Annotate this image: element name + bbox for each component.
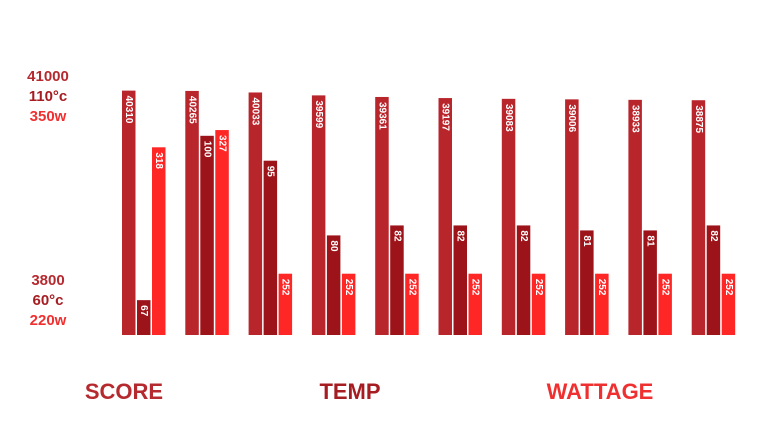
- bar: [691, 100, 706, 336]
- value-label: 82: [708, 230, 719, 242]
- bar: [628, 99, 642, 335]
- y-tick-label: 350w: [30, 108, 67, 125]
- value-label: 39599: [313, 100, 324, 128]
- bar: [137, 300, 151, 335]
- value-label: 81: [645, 235, 656, 247]
- bar: [152, 147, 166, 335]
- y-tick-label: 3800: [31, 272, 64, 289]
- bar: [658, 273, 672, 335]
- value-label: 38933: [630, 105, 641, 133]
- value-label: 39006: [566, 104, 577, 132]
- bar: [453, 225, 467, 335]
- value-label: 327: [216, 135, 227, 152]
- bar: [185, 90, 199, 335]
- bar: [311, 95, 326, 336]
- value-label: 67: [138, 305, 149, 317]
- value-label: 252: [723, 279, 734, 296]
- bar: [390, 225, 404, 335]
- y-tick-label: 220w: [30, 312, 67, 329]
- bar: [595, 273, 609, 335]
- value-label: 252: [280, 279, 291, 296]
- bar: [341, 273, 356, 335]
- bar: [326, 235, 341, 335]
- value-label: 40265: [186, 96, 197, 124]
- bar: [531, 273, 546, 335]
- bar: [438, 98, 452, 335]
- bar: [405, 273, 419, 335]
- bar: [501, 98, 516, 335]
- value-label: 252: [660, 279, 671, 296]
- bar: [468, 273, 482, 335]
- value-label: 252: [533, 279, 544, 296]
- bar: [580, 230, 594, 335]
- legend-label: TEMP: [319, 379, 380, 404]
- value-label: 82: [455, 230, 466, 242]
- bar: [248, 92, 263, 336]
- y-tick-label: 60°c: [32, 292, 63, 309]
- bar: [643, 230, 657, 335]
- bar: [565, 99, 579, 335]
- value-label: 39197: [440, 103, 451, 131]
- value-label: 252: [596, 279, 607, 296]
- value-label: 39361: [376, 102, 387, 130]
- bar: [721, 273, 736, 335]
- legend-label: WATTAGE: [547, 379, 654, 404]
- value-label: 81: [581, 235, 592, 247]
- bar: [278, 273, 293, 335]
- bar: [215, 130, 229, 335]
- value-label: 100: [201, 141, 212, 158]
- value-label: 95: [265, 166, 276, 178]
- bar: [706, 225, 721, 335]
- value-label: 39083: [503, 104, 514, 132]
- value-label: 40033: [250, 97, 261, 125]
- bar: [200, 135, 214, 335]
- bar: [516, 225, 531, 335]
- value-label: 252: [470, 279, 481, 296]
- value-label: 318: [153, 152, 164, 169]
- y-tick-label: 110°c: [29, 88, 68, 105]
- value-label: 82: [518, 230, 529, 242]
- value-label: 82: [391, 230, 402, 242]
- value-label: 80: [328, 240, 339, 252]
- legend-label: SCORE: [85, 379, 163, 404]
- value-label: 40310: [123, 96, 134, 124]
- y-tick-label: 41000: [27, 68, 69, 85]
- bar: [375, 96, 389, 335]
- value-label: 38875: [693, 105, 704, 133]
- bar: [122, 90, 136, 335]
- value-label: 252: [343, 279, 354, 296]
- value-label: 252: [406, 279, 417, 296]
- bar: [263, 160, 278, 335]
